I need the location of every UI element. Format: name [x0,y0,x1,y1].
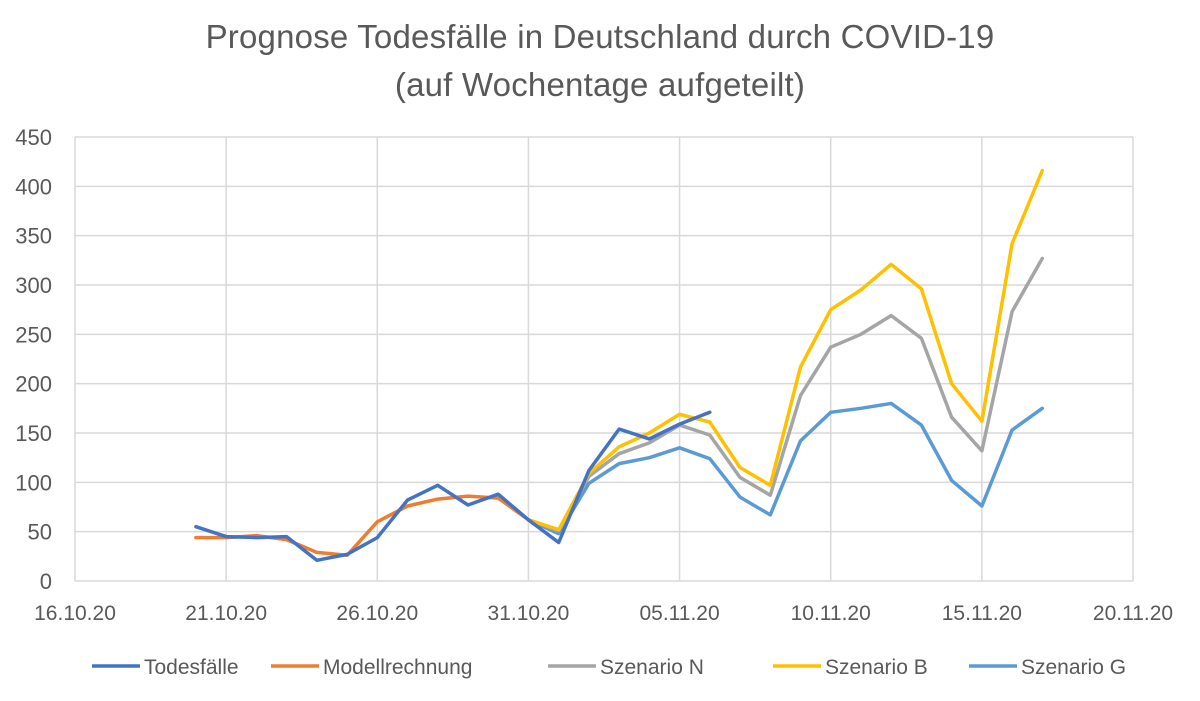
y-tick-label: 200 [15,372,52,397]
legend-item-szenario-g: Szenario G [969,656,1126,679]
x-tick-label: 15.11.20 [942,602,1022,625]
series-line-szenario-g [526,401,1045,536]
legend: Todesfälle Modellrechnung Szenario N Szenar… [92,656,1126,679]
legend-label: Szenario B [825,656,928,679]
y-tick-label: 0 [40,569,52,594]
x-tick-label: 10.11.20 [791,602,871,625]
y-tick-label: 50 [28,520,52,545]
series-line-szenario-n [526,256,1045,533]
y-tick-label: 350 [15,224,52,249]
chart-subtitle: (auf Wochentage aufgeteilt) [394,66,806,103]
x-tick-label: 31.10.20 [488,602,570,625]
y-tick-label: 450 [15,125,52,150]
legend-label: Modellrechnung [323,656,472,679]
legend-item-todesf-lle: Todesfälle [92,656,239,679]
series-line-szenario-b [526,168,1045,532]
x-tick-label: 20.11.20 [1093,602,1173,625]
legend-label: Todesfälle [144,656,239,679]
x-tick-label: 21.10.20 [185,602,267,625]
legend-item-szenario-n: Szenario N [548,656,704,679]
y-tick-label: 150 [15,421,52,446]
legend-label: Szenario G [1021,656,1126,679]
chart-title: Prognose Todesfälle in Deutschland durch… [205,18,995,55]
y-gridlines [75,136,1133,533]
legend-item-szenario-b: Szenario B [773,656,928,679]
x-tick-label: 16.10.20 [34,602,116,625]
y-tick-label: 250 [15,322,52,347]
series-lines [194,168,1045,563]
y-tick-label: 400 [15,174,52,199]
x-tick-label: 05.11.20 [639,602,719,625]
axes [74,137,1133,582]
x-gridlines [225,137,1134,581]
y-tick-label: 100 [15,470,52,495]
series-line-todesf-lle [194,410,712,563]
x-axis-tick-labels: 16.10.20 21.10.20 26.10.20 31.10.20 05.11.20… [34,602,1173,625]
y-axis-tick-labels: 0 50 100 150 200 250 300 350 400 450 [15,125,52,594]
x-tick-label: 26.10.20 [336,602,418,625]
y-tick-label: 300 [15,273,52,298]
legend-item-modellrechnung: Modellrechnung [271,656,472,679]
legend-label: Szenario N [600,656,704,679]
